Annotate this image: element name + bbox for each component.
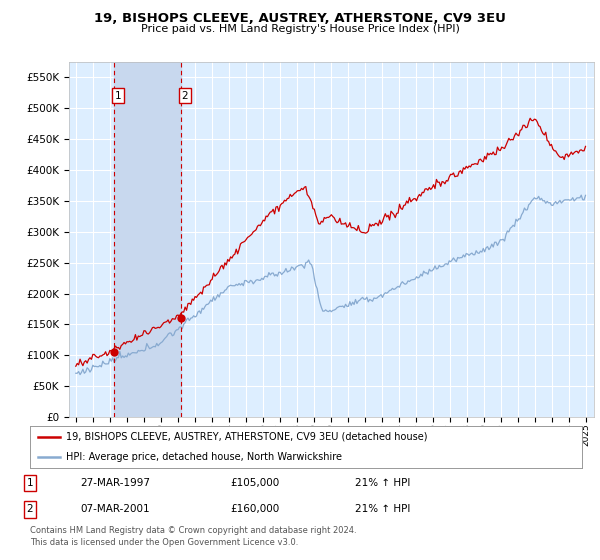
Text: 2: 2 [182,91,188,101]
Bar [113,62,181,417]
Text: HPI: Average price, detached house, North Warwickshire: HPI: Average price, detached house, Nort… [66,452,342,461]
Text: 2: 2 [26,505,34,515]
Text: Price paid vs. HM Land Registry's House Price Index (HPI): Price paid vs. HM Land Registry's House … [140,24,460,34]
Text: 27-MAR-1997: 27-MAR-1997 [80,478,150,488]
Text: 21% ↑ HPI: 21% ↑ HPI [355,505,410,515]
Text: 1: 1 [115,91,121,101]
Text: £160,000: £160,000 [230,505,279,515]
Text: £105,000: £105,000 [230,478,279,488]
Text: Contains HM Land Registry data © Crown copyright and database right 2024.
This d: Contains HM Land Registry data © Crown c… [30,526,356,547]
Text: 19, BISHOPS CLEEVE, AUSTREY, ATHERSTONE, CV9 3EU (detached house): 19, BISHOPS CLEEVE, AUSTREY, ATHERSTONE,… [66,432,427,441]
Text: 19, BISHOPS CLEEVE, AUSTREY, ATHERSTONE, CV9 3EU: 19, BISHOPS CLEEVE, AUSTREY, ATHERSTONE,… [94,12,506,25]
Text: 07-MAR-2001: 07-MAR-2001 [80,505,149,515]
Text: 21% ↑ HPI: 21% ↑ HPI [355,478,410,488]
Text: 1: 1 [26,478,34,488]
